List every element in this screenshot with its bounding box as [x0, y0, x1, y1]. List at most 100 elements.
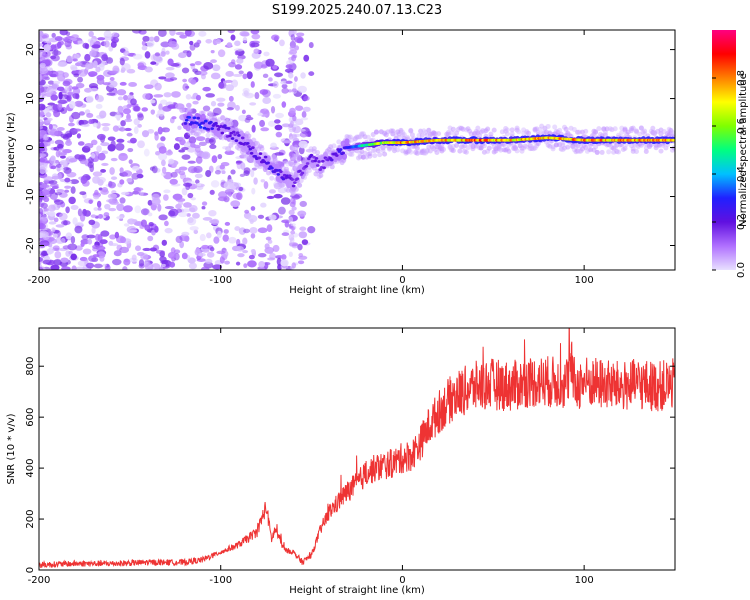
spectrogram-noise-cell: [139, 191, 144, 196]
spectrogram-noise-cell: [239, 31, 250, 37]
spectrogram-noise-cell: [247, 214, 258, 223]
spectrogram-halo-cell: [633, 128, 639, 134]
spectrogram-noise-cell: [75, 82, 85, 89]
spectrogram-noise-cell: [291, 206, 297, 211]
spectrogram-noise-cell: [279, 39, 285, 47]
spectrogram-ridge-core: [237, 134, 241, 137]
spectrogram-noise-cell: [228, 61, 236, 68]
spectrogram-noise-cell: [250, 81, 255, 88]
spectrogram-noise-cell: [111, 32, 119, 38]
spectrogram-noise-cell: [110, 157, 118, 162]
spectrogram-noise-cell: [259, 119, 266, 127]
spectrogram-noise-cell: [147, 199, 153, 206]
spectrogram-noise-cell: [114, 113, 122, 119]
spectrogram-noise-cell: [195, 146, 201, 153]
spectrogram-noise-cell: [99, 110, 107, 119]
spectrogram-noise-cell: [298, 146, 305, 155]
spectrogram-noise-cell: [78, 69, 88, 77]
spectrogram-noise-cell: [225, 84, 235, 92]
spectrogram-noise-cell: [278, 206, 286, 215]
spectrogram-noise-cell: [135, 245, 142, 252]
spectrogram-noise-cell: [273, 193, 283, 199]
spectrogram-noise-cell: [228, 236, 237, 244]
spectrogram-noise-cell: [109, 243, 119, 247]
spectrogram-noise-cell: [165, 66, 175, 71]
spectrogram-noise-cell: [258, 261, 266, 268]
spectrogram-noise-cell: [244, 209, 250, 214]
spectrogram-noise-cell: [221, 170, 226, 175]
spectrogram-noise-cell: [92, 122, 98, 128]
spectrogram-noise-cell: [42, 189, 50, 196]
spectrogram-noise-cell: [70, 66, 78, 71]
spectrogram-ridge-core: [201, 121, 206, 125]
spectrogram-ridge-outer: [341, 153, 348, 160]
spectrogram-noise-cell: [230, 169, 236, 175]
spectrogram-noise-cell: [297, 260, 305, 265]
spectrogram-noise-cell: [74, 100, 84, 107]
spectrogram-ridge-core: [305, 162, 310, 165]
spectrogram-noise-cell: [210, 49, 215, 54]
spectrogram-noise-cell: [225, 146, 232, 152]
spectrogram-noise-cell: [119, 57, 125, 66]
spectrogram-noise-cell: [194, 173, 203, 179]
spectrogram-noise-cell: [85, 95, 94, 104]
spectrogram-noise-cell: [119, 246, 130, 253]
spectrogram-noise-cell: [198, 141, 207, 147]
spectrogram-noise-cell: [54, 250, 62, 259]
spectrogram-noise-cell: [79, 191, 87, 196]
spectrogram-x-tick-label: -100: [209, 275, 232, 286]
spectrogram-noise-cell: [99, 256, 105, 262]
spectrogram-noise-cell: [201, 151, 211, 160]
spectrogram-noise-cell: [234, 104, 240, 111]
spectrogram-noise-cell: [226, 188, 232, 197]
spectrogram-halo-cell: [409, 132, 415, 138]
spectrogram-noise-cell: [97, 207, 102, 211]
spectrogram-noise-cell: [269, 252, 276, 260]
spectrogram-noise-cell: [106, 92, 116, 96]
spectrogram-halo-cell: [516, 129, 522, 135]
spectrogram-noise-cell: [52, 259, 63, 266]
spectrogram-noise-cell: [39, 257, 44, 263]
spectrogram-noise-cell: [100, 168, 107, 173]
spectrogram-noise-cell: [265, 58, 275, 67]
spectrogram-noise-cell: [288, 128, 295, 133]
spectrogram-noise-cell: [93, 194, 100, 200]
spectrogram-noise-cell: [48, 221, 57, 225]
spectrogram-noise-cell: [234, 50, 239, 56]
spectrogram-ridge-core: [216, 127, 221, 131]
spectrogram-noise-cell: [217, 102, 225, 107]
spectrogram-noise-cell: [39, 62, 46, 69]
spectrogram-noise-cell: [164, 128, 170, 133]
spectrogram-noise-cell: [71, 86, 79, 90]
spectrogram-noise-cell: [86, 234, 96, 239]
spectrogram-noise-cell: [186, 102, 192, 108]
spectrogram-noise-cell: [78, 111, 85, 116]
spectrogram-noise-cell: [92, 60, 98, 69]
spectrogram-noise-cell: [101, 187, 109, 193]
spectrogram-halo-cell: [475, 125, 481, 131]
spectrogram-noise-cell: [169, 77, 178, 81]
spectrogram-noise-cell: [122, 170, 133, 177]
spectrogram-noise-cell: [144, 84, 154, 90]
spectrogram-halo-cell: [290, 190, 296, 196]
spectrogram-noise-cell: [131, 172, 140, 180]
spectrogram-noise-cell: [183, 182, 193, 187]
spectrogram-noise-cell: [84, 53, 91, 62]
spectrogram-halo-cell: [367, 151, 373, 157]
spectrogram-noise-cell: [288, 216, 294, 223]
spectrogram-noise-cell: [119, 197, 126, 204]
spectrogram-noise-cell: [285, 80, 293, 84]
spectrogram-noise-cell: [53, 217, 59, 223]
spectrogram-noise-cell: [85, 262, 95, 269]
spectrogram-noise-cell: [39, 67, 49, 75]
spectrogram-noise-cell: [83, 210, 91, 217]
spectrogram-noise-cell: [181, 187, 188, 196]
spectrogram-y-tick-label: 0: [25, 144, 36, 150]
spectrogram-noise-cell: [160, 136, 166, 142]
spectrogram-halo-cell: [436, 131, 442, 137]
spectrogram-halo-cell: [331, 143, 337, 149]
spectrogram-noise-cell: [182, 83, 189, 91]
spectrogram-noise-cell: [90, 152, 96, 159]
spectrogram-noise-cell: [187, 217, 194, 224]
spectrogram-noise-cell: [97, 152, 106, 161]
